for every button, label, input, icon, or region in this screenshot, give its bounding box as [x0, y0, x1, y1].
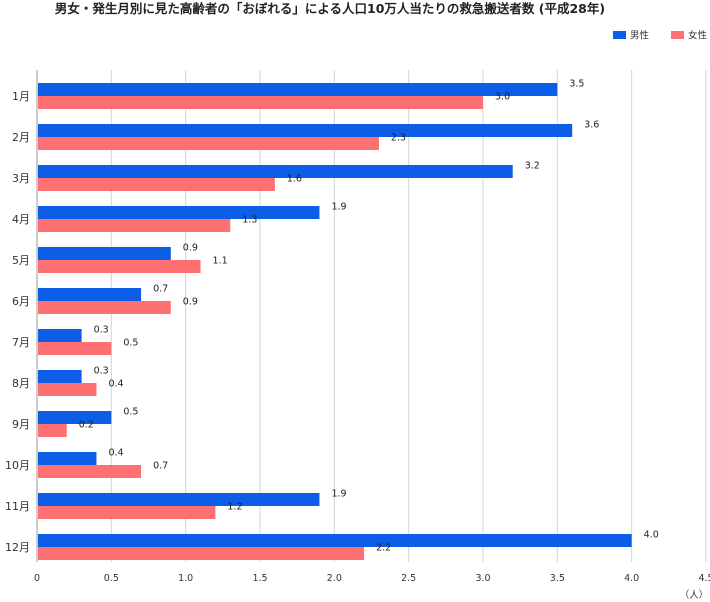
data-label: 3.6: [584, 120, 599, 131]
data-label: 3.0: [495, 92, 510, 103]
bar-male: [38, 165, 513, 178]
bar-female: [38, 178, 275, 191]
category-label: 8月: [12, 377, 30, 390]
category-labels: 1月 2月 3月 4月 5月 6月 7月 8月 9月 10月 11月 12月: [5, 90, 30, 554]
x-tick-label: 1.5: [252, 573, 267, 584]
bar-female: [38, 465, 142, 478]
data-label: 0.7: [153, 461, 168, 472]
category-label: 7月: [12, 336, 30, 349]
data-label: 2.2: [376, 543, 391, 554]
x-tick-label: 3.0: [475, 573, 490, 584]
x-tick-label: 4.5: [698, 573, 710, 584]
bar-female: [38, 260, 201, 273]
legend-label: 女性: [688, 30, 708, 42]
bar-male: [38, 534, 632, 547]
category-label: 1月: [12, 90, 30, 103]
data-label: 3.2: [525, 161, 540, 172]
bar-male: [38, 452, 97, 465]
data-label: 0.9: [183, 297, 198, 308]
category-label: 11月: [5, 500, 30, 513]
x-tick-label: 4.0: [624, 573, 639, 584]
data-label: 0.4: [108, 379, 123, 390]
category-label: 9月: [12, 418, 30, 431]
data-label: 1.3: [242, 215, 257, 226]
bar-male: [38, 329, 82, 342]
bar-male: [38, 411, 112, 424]
bar-female: [38, 301, 171, 314]
bar-male: [38, 83, 558, 96]
data-label: 2.3: [391, 133, 406, 144]
bar-female: [38, 383, 97, 396]
bar-female: [38, 424, 67, 437]
data-label: 0.5: [123, 338, 138, 349]
data-label: 1.9: [331, 202, 346, 213]
bar-male: [38, 370, 82, 383]
bars: 3.5 3.0 3.6 2.3 3.2 1.6 1.9 1.3 0.9 1.1 0.7 0.9 0.3 0…: [38, 79, 659, 560]
bar-female: [38, 96, 483, 109]
gridlines: [36, 70, 707, 562]
x-tick-label: 2.0: [327, 573, 342, 584]
data-label: 0.4: [108, 448, 123, 459]
x-tick-label: 0: [34, 573, 40, 584]
x-tick-label: 0.5: [104, 573, 119, 584]
legend: 男性 女性: [613, 30, 708, 42]
data-label: 1.9: [331, 489, 346, 500]
chart-title: 男女・発生月別に見た高齢者の「おぼれる」による人口10万人当たりの救急搬送者数 …: [55, 1, 605, 16]
category-label: 10月: [5, 459, 30, 472]
data-label: 0.9: [183, 243, 198, 254]
data-label: 0.3: [94, 366, 109, 377]
x-tick-label: 3.5: [550, 573, 565, 584]
data-label: 3.5: [569, 79, 584, 90]
data-label: 1.6: [287, 174, 302, 185]
category-label: 5月: [12, 254, 30, 267]
legend-swatch-male: [613, 31, 626, 39]
data-label: 0.2: [79, 420, 94, 431]
bar-female: [38, 506, 216, 519]
bar-female: [38, 137, 379, 150]
data-label: 4.0: [644, 530, 659, 541]
data-label: 0.5: [123, 407, 138, 418]
x-tick-label: 2.5: [401, 573, 416, 584]
category-label: 3月: [12, 172, 30, 185]
x-axis-unit-label: （人）: [680, 589, 709, 601]
x-tick-labels: 0 0.5 1.0 1.5 2.0 2.5 3.0 3.5 4.0 4.5: [34, 573, 710, 584]
category-label: 4月: [12, 213, 30, 226]
category-label: 6月: [12, 295, 30, 308]
bar-male: [38, 206, 320, 219]
legend-label: 男性: [630, 30, 650, 42]
bar-female: [38, 219, 231, 232]
data-label: 1.1: [213, 256, 228, 267]
data-label: 1.2: [227, 502, 242, 513]
bar-male: [38, 288, 142, 301]
bar-female: [38, 342, 112, 355]
bar-male: [38, 247, 171, 260]
bar-male: [38, 493, 320, 506]
bar-female: [38, 547, 365, 560]
bar-male: [38, 124, 573, 137]
data-label: 0.7: [153, 284, 168, 295]
data-label: 0.3: [94, 325, 109, 336]
category-label: 12月: [5, 541, 30, 554]
x-tick-label: 1.0: [178, 573, 193, 584]
legend-swatch-female: [671, 31, 684, 39]
category-label: 2月: [12, 131, 30, 144]
